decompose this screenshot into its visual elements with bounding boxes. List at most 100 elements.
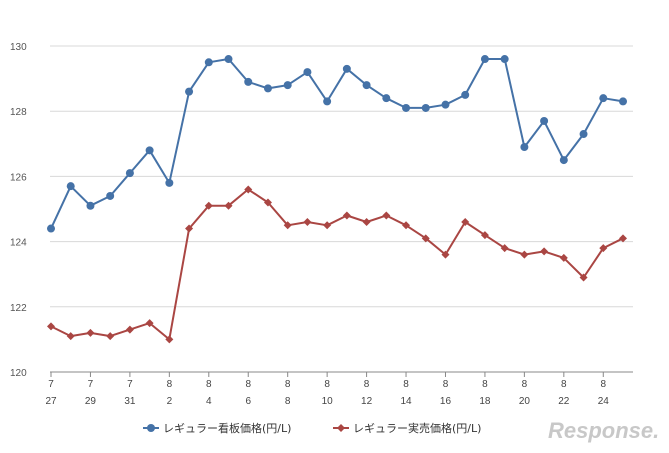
data-point[interactable] xyxy=(382,211,391,220)
data-point[interactable] xyxy=(86,328,95,337)
data-point[interactable] xyxy=(342,64,351,73)
data-point[interactable] xyxy=(382,94,391,103)
data-point[interactable] xyxy=(540,116,549,125)
data-point[interactable] xyxy=(204,201,213,210)
data-point[interactable] xyxy=(204,58,213,67)
x-tick-label-month: 8 xyxy=(482,379,488,390)
x-tick-label-month: 8 xyxy=(561,379,567,390)
data-point[interactable] xyxy=(106,332,115,341)
data-point[interactable] xyxy=(421,103,430,112)
data-point[interactable] xyxy=(185,87,194,96)
y-axis: 120 122 124 126 128 130 xyxy=(10,42,27,379)
x-tick-label-month: 8 xyxy=(324,379,330,390)
data-point[interactable] xyxy=(244,185,253,194)
data-point[interactable] xyxy=(461,90,470,99)
data-point[interactable] xyxy=(579,273,588,282)
y-tick-label: 120 xyxy=(10,368,27,379)
x-tick-label-day: 24 xyxy=(598,396,610,407)
x-tick-label-day: 6 xyxy=(245,396,251,407)
data-point[interactable] xyxy=(461,218,470,227)
data-point[interactable] xyxy=(185,224,194,233)
data-point[interactable] xyxy=(303,68,312,77)
x-tick-label-month: 8 xyxy=(206,379,212,390)
data-point[interactable] xyxy=(619,234,627,243)
data-point[interactable] xyxy=(47,322,55,331)
legend-diamond-marker-icon xyxy=(333,424,349,432)
data-point[interactable] xyxy=(520,250,529,259)
legend-item-signboard-price[interactable]: レギュラー看板価格(円/L) xyxy=(143,420,291,436)
series-group xyxy=(47,55,627,344)
series-line-0 xyxy=(50,58,624,230)
data-point[interactable] xyxy=(619,97,627,106)
data-point[interactable] xyxy=(66,332,75,341)
legend-circle-marker-icon xyxy=(143,424,159,432)
data-point[interactable] xyxy=(165,335,174,344)
x-tick-label-day: 29 xyxy=(85,396,97,407)
data-point[interactable] xyxy=(500,55,509,64)
data-point[interactable] xyxy=(283,221,292,230)
x-tick-label-day: 16 xyxy=(440,396,452,407)
data-point[interactable] xyxy=(480,55,489,64)
data-point[interactable] xyxy=(323,221,332,230)
legend-label: レギュラー実売価格(円/L) xyxy=(353,422,482,435)
data-point[interactable] xyxy=(47,224,55,233)
y-tick-label: 122 xyxy=(10,303,27,314)
data-point[interactable] xyxy=(520,143,529,152)
x-tick-label-day: 18 xyxy=(479,396,491,407)
legend-item-actual-price[interactable]: レギュラー実売価格(円/L) xyxy=(333,420,481,436)
x-tick-label-month: 7 xyxy=(88,379,94,390)
data-point[interactable] xyxy=(303,218,312,227)
data-point[interactable] xyxy=(559,253,568,262)
legend-label: レギュラー看板価格(円/L) xyxy=(163,422,292,435)
data-point[interactable] xyxy=(66,182,75,191)
grid-lines xyxy=(50,45,633,308)
x-tick-label-day: 12 xyxy=(361,396,373,407)
data-point[interactable] xyxy=(263,84,272,93)
y-tick-label: 124 xyxy=(10,238,27,249)
data-point[interactable] xyxy=(165,178,174,187)
data-point[interactable] xyxy=(323,97,332,106)
series-line-1 xyxy=(50,188,624,341)
x-tick-label-day: 20 xyxy=(519,396,531,407)
data-point[interactable] xyxy=(402,221,411,230)
data-point[interactable] xyxy=(362,81,371,90)
data-point[interactable] xyxy=(441,250,450,259)
data-point[interactable] xyxy=(106,191,115,200)
data-point[interactable] xyxy=(283,81,292,90)
data-point[interactable] xyxy=(540,247,549,256)
x-tick-label-day: 4 xyxy=(206,396,212,407)
data-point[interactable] xyxy=(421,234,430,243)
data-point[interactable] xyxy=(559,156,568,165)
data-point[interactable] xyxy=(599,244,608,253)
data-point[interactable] xyxy=(500,244,509,253)
data-point[interactable] xyxy=(599,94,608,103)
x-axis: 7 27 7 29 7 31 8 2 8 4 8 6 8 8 8 10 8 12 8 14 8 16 8 18 8 20 8 22 8 2… xyxy=(45,371,633,407)
data-point[interactable] xyxy=(362,218,371,227)
data-point[interactable] xyxy=(480,231,489,240)
x-tick-label-month: 8 xyxy=(443,379,449,390)
data-point[interactable] xyxy=(224,55,233,64)
data-point[interactable] xyxy=(244,77,253,86)
data-point[interactable] xyxy=(125,169,134,178)
x-tick-label-day: 31 xyxy=(124,396,136,407)
data-point[interactable] xyxy=(86,201,95,210)
x-tick-label-month: 8 xyxy=(245,379,251,390)
x-tick-label-day: 22 xyxy=(558,396,570,407)
data-point[interactable] xyxy=(145,319,154,328)
watermark-logo: Response. xyxy=(548,418,660,443)
data-point[interactable] xyxy=(342,211,351,220)
x-tick-label-month: 8 xyxy=(285,379,291,390)
data-point[interactable] xyxy=(263,198,272,207)
x-tick-label-day: 10 xyxy=(322,396,334,407)
data-point[interactable] xyxy=(402,103,411,112)
data-point[interactable] xyxy=(441,100,450,109)
data-point[interactable] xyxy=(145,146,154,155)
data-point[interactable] xyxy=(579,130,588,139)
x-tick-label-month: 7 xyxy=(127,379,133,390)
data-point[interactable] xyxy=(125,325,134,334)
data-point[interactable] xyxy=(224,201,233,210)
x-tick-label-day: 2 xyxy=(167,396,173,407)
x-tick-label-month: 8 xyxy=(167,379,173,390)
y-tick-label: 130 xyxy=(10,42,27,53)
